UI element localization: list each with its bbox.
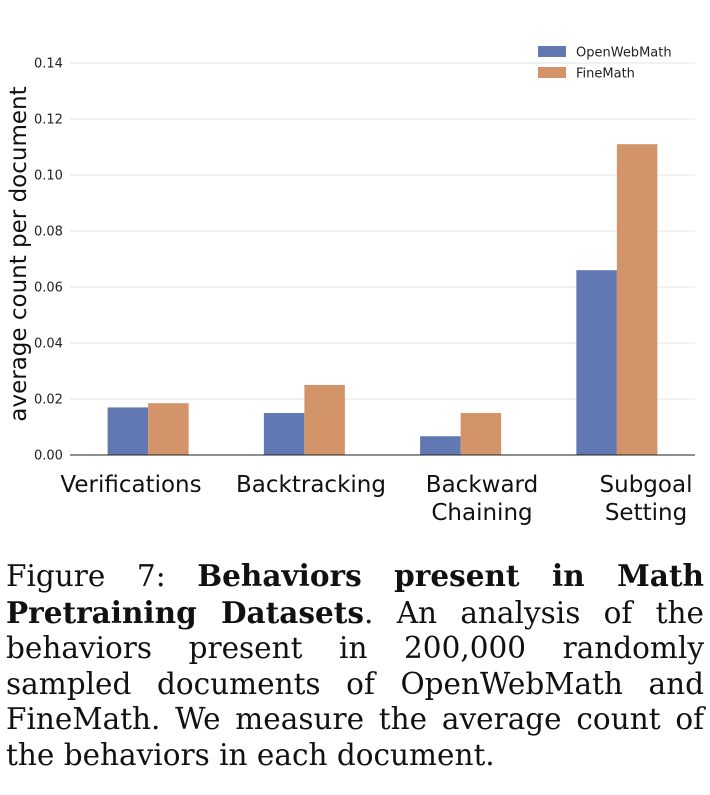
y-tick-label: 0.14 — [34, 57, 63, 72]
y-tick-label: 0.10 — [34, 169, 63, 184]
x-tick-label: Subgoal Setting — [600, 472, 693, 526]
legend-label-finemath: FineMath — [576, 67, 635, 82]
caption-bold-title: Behaviors present in Math Pretraining Da… — [6, 558, 705, 630]
y-tick-label: 0.00 — [34, 449, 63, 464]
y-tick-label: 0.12 — [34, 113, 63, 128]
y-axis-label: average count per document — [6, 86, 32, 421]
x-tick-label: Verifications — [60, 472, 201, 498]
x-axis-category-labels: Verifications Backtracking Backward Chainin… — [60, 472, 692, 526]
figure-caption: Figure 7: Behaviors present in Math Pret… — [6, 558, 704, 773]
bar-openwebmath-subgoal-setting — [576, 270, 617, 455]
bar-finemath-verifications — [148, 403, 189, 455]
caption-label: Figure 7: — [6, 559, 198, 593]
bar-openwebmath-backward-chaining — [420, 436, 461, 455]
y-tick-label: 0.02 — [34, 393, 63, 408]
y-axis-ticks: 0.00 0.02 0.04 0.06 0.08 0.10 0.12 0.14 — [34, 57, 63, 464]
bar-finemath-backward-chaining — [460, 413, 502, 455]
grid-lines — [70, 62, 695, 400]
bar-finemath-subgoal-setting — [616, 144, 658, 455]
caption-text: . An analysis of the behaviors present i… — [6, 595, 704, 772]
x-tick-label: Backward Chaining — [426, 472, 538, 526]
bar-openwebmath-verifications — [107, 407, 149, 455]
y-tick-label: 0.08 — [34, 225, 63, 240]
y-tick-label: 0.04 — [34, 337, 63, 352]
legend-label-openwebmath: OpenWebMath — [576, 46, 672, 61]
bars — [107, 144, 658, 455]
y-tick-label: 0.06 — [34, 281, 63, 296]
bar-chart: 0.00 0.02 0.04 0.06 0.08 0.10 0.12 0.14 Verific… — [6, 46, 695, 526]
legend-swatch-openwebmath — [538, 46, 566, 57]
bar-finemath-backtracking — [304, 385, 345, 455]
legend: OpenWebMath FineMath — [538, 46, 672, 82]
bar-openwebmath-backtracking — [263, 413, 305, 455]
legend-swatch-finemath — [538, 67, 566, 78]
x-tick-label: Backtracking — [236, 472, 386, 498]
